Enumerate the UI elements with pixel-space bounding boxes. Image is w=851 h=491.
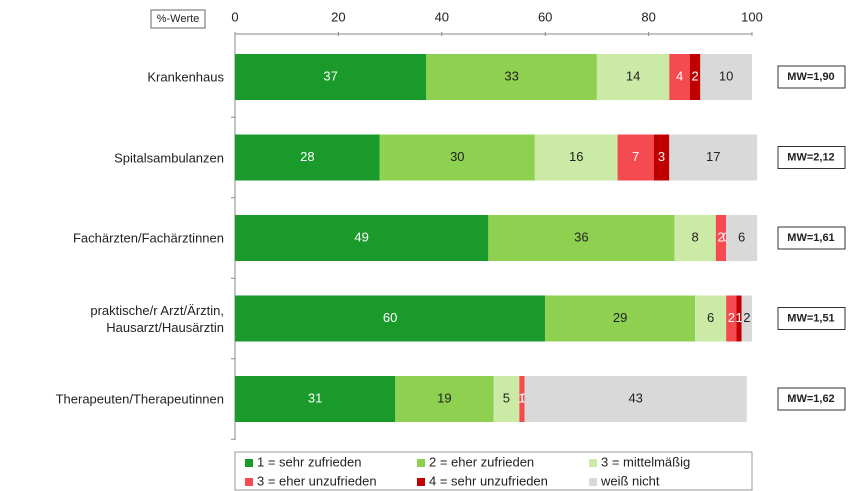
bar-segment — [653, 134, 670, 181]
segment-label: 5 — [503, 390, 510, 405]
segment-label: 33 — [504, 68, 518, 83]
segment-label: 29 — [613, 310, 627, 325]
bar-segment — [689, 54, 701, 100]
bar-segment — [674, 215, 716, 261]
bar-segment — [379, 134, 535, 181]
legend-label: 3 = mittelmäßig — [601, 454, 690, 469]
legend-label: weiß nicht — [600, 473, 660, 488]
bar-segment — [395, 376, 494, 422]
segment-label: 2 — [717, 229, 724, 244]
bar-segment — [534, 134, 618, 181]
annotation-box — [777, 307, 846, 330]
bar-segment — [426, 54, 597, 100]
segment-label: 6 — [738, 229, 745, 244]
bar-segment — [741, 295, 752, 342]
bar-segment — [700, 54, 752, 100]
bar-segment — [669, 134, 758, 181]
category-label: Spitalsambulanzen — [114, 150, 224, 165]
category-label: Fachärzten/Fachärztinnen — [72, 230, 224, 246]
x-tick-label: 20 — [331, 9, 345, 24]
bar-segment — [235, 376, 396, 422]
segment-label: 28 — [300, 149, 314, 164]
x-tick-label: 40 — [435, 9, 449, 24]
x-tick-label: 60 — [538, 9, 552, 24]
annotation: MW=1,61 — [787, 232, 834, 244]
segment-label: 1 — [518, 390, 525, 405]
bar-segment — [235, 54, 427, 100]
legend-box — [234, 451, 753, 491]
category-label: Therapeuten/Therapeutinnen — [55, 391, 224, 407]
x-tick-label: 0 — [231, 9, 238, 24]
segment-label: 7 — [632, 149, 639, 164]
segment-label: 31 — [308, 390, 322, 405]
x-tick-label: 80 — [641, 9, 655, 24]
annotation-box — [777, 65, 846, 89]
segment-label: 16 — [569, 149, 583, 164]
bar-segment — [545, 295, 696, 342]
bar-segment — [519, 376, 525, 422]
bar-segment — [235, 295, 546, 342]
legend-label: 3 = eher unzufrieden — [257, 473, 377, 488]
segment-label: 43 — [628, 390, 642, 405]
legend-label: 2 = eher zufrieden — [429, 454, 534, 469]
annotation-box — [777, 146, 846, 169]
segment-label: 14 — [626, 68, 640, 83]
bar-segment — [617, 134, 654, 181]
segment-label: 49 — [354, 229, 368, 244]
category-label: Krankenhaus — [147, 69, 224, 85]
segment-label: 6 — [707, 310, 714, 325]
bar-segment — [488, 215, 675, 261]
bar-segment — [235, 134, 380, 181]
bar-segment — [726, 295, 737, 342]
bar-segment — [736, 295, 742, 342]
segment-label: 17 — [706, 149, 720, 164]
segment-label: 60 — [383, 310, 397, 325]
segment-label: 3 — [658, 149, 665, 164]
x-tick-label: 100 — [741, 9, 763, 24]
legend-swatch — [417, 478, 425, 486]
legend-swatch — [417, 459, 425, 467]
legend-swatch — [589, 459, 597, 467]
annotation: MW=1,51 — [787, 312, 834, 324]
annotation: MW=1,62 — [787, 393, 834, 405]
bar-segment — [695, 295, 727, 342]
bar-segment — [493, 376, 520, 422]
bar-segment — [726, 215, 758, 261]
legend-swatch — [245, 478, 253, 486]
legend-label: 4 = sehr unzufrieden — [429, 473, 548, 488]
annotation: MW=2,12 — [787, 151, 834, 163]
segment-label: 4 — [676, 68, 683, 83]
bar-segment — [669, 54, 690, 100]
bar-segment — [715, 215, 727, 261]
category-label: praktische/r Arzt/Ärztin, Hausarzt/Hausä… — [90, 302, 224, 335]
unit-box — [150, 9, 206, 29]
segment-label: 2 — [743, 310, 750, 325]
segment-label: 36 — [574, 229, 588, 244]
segment-label: 30 — [450, 149, 464, 164]
unit-label: %-Werte — [157, 13, 200, 25]
bar-segment — [524, 376, 747, 422]
segment-label: 37 — [323, 68, 337, 83]
segment-label: 19 — [437, 390, 451, 405]
bar-segment — [596, 54, 670, 100]
segment-label: 8 — [692, 229, 699, 244]
legend-swatch — [589, 478, 597, 486]
annotation-box — [777, 387, 846, 411]
annotation: MW=1,90 — [787, 71, 834, 83]
segment-label: 1 — [735, 310, 742, 325]
bar-segment — [235, 215, 489, 261]
legend-label: 1 = sehr zufrieden — [257, 454, 361, 469]
segment-label: 2 — [692, 68, 699, 83]
legend-swatch — [245, 459, 253, 467]
annotation-box — [777, 226, 846, 250]
segment-label: 10 — [719, 68, 733, 83]
segment-label: 2 — [728, 310, 735, 325]
